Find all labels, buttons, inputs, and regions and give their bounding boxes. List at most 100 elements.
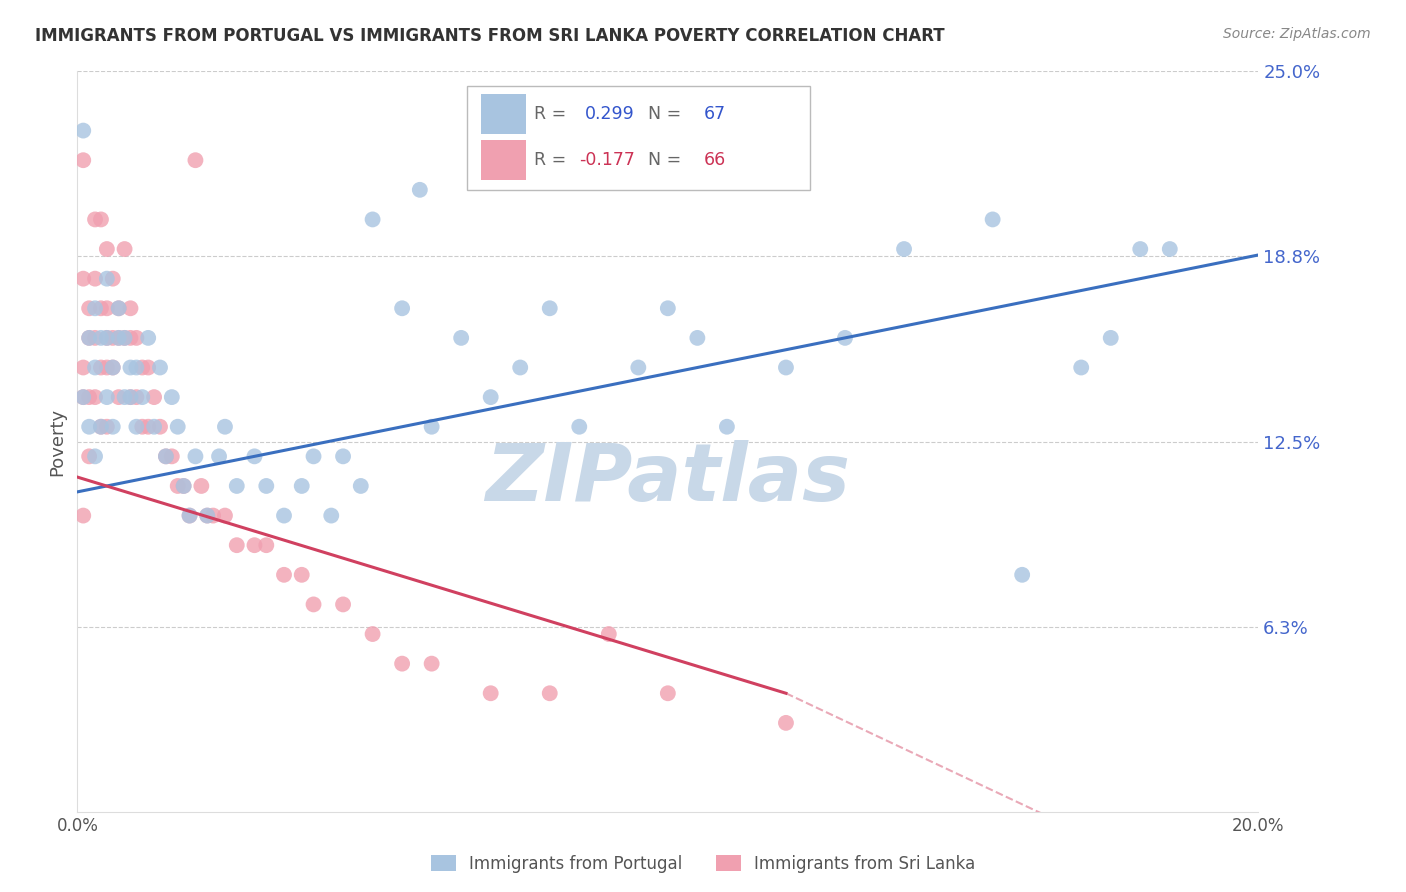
Text: R =: R = (534, 152, 572, 169)
FancyBboxPatch shape (467, 87, 810, 190)
Point (598, 627, 620, 641)
Point (184, 153, 207, 168)
Point (131, 390, 153, 404)
Point (254, 538, 277, 552)
Point (77, 301, 100, 316)
Text: 66: 66 (703, 152, 725, 169)
Point (225, 538, 247, 552)
Text: Source: ZipAtlas.com: Source: ZipAtlas.com (1223, 27, 1371, 41)
Point (125, 331, 148, 345)
Point (96, 331, 118, 345)
Point (160, 450, 183, 464)
Point (101, 360, 124, 375)
Point (166, 419, 188, 434)
Text: -0.177: -0.177 (579, 152, 636, 169)
Point (101, 271, 124, 285)
Text: R =: R = (534, 105, 572, 123)
Point (302, 598, 325, 612)
Point (568, 419, 591, 434)
Point (96, 419, 118, 434)
Point (72, 123, 94, 137)
Point (1159, 242, 1181, 256)
Point (149, 419, 172, 434)
Point (1011, 567, 1033, 582)
Point (450, 331, 472, 345)
Point (332, 450, 354, 464)
Point (90, 331, 112, 345)
Point (131, 360, 153, 375)
Point (1129, 242, 1152, 256)
Point (143, 419, 166, 434)
Point (834, 331, 856, 345)
Point (214, 419, 236, 434)
Point (72, 390, 94, 404)
Point (195, 508, 218, 523)
Point (155, 450, 177, 464)
Point (538, 301, 561, 316)
Point (538, 686, 561, 700)
Point (96, 390, 118, 404)
Point (136, 331, 159, 345)
Point (107, 301, 129, 316)
Point (254, 479, 277, 493)
Point (77, 450, 100, 464)
Point (77, 390, 100, 404)
Point (243, 538, 266, 552)
Point (114, 331, 136, 345)
Point (90, 301, 112, 316)
Point (114, 390, 136, 404)
Text: ZIPatlas: ZIPatlas (485, 440, 851, 517)
Point (136, 360, 159, 375)
Legend: Immigrants from Portugal, Immigrants from Sri Lanka: Immigrants from Portugal, Immigrants fro… (425, 848, 981, 880)
Point (107, 390, 129, 404)
Text: 0.299: 0.299 (585, 105, 636, 123)
Point (114, 331, 136, 345)
Point (686, 331, 709, 345)
Point (173, 479, 195, 493)
Point (981, 212, 1004, 227)
Point (96, 271, 118, 285)
Point (657, 686, 679, 700)
Point (120, 301, 142, 316)
Point (1070, 360, 1092, 375)
Point (90, 212, 112, 227)
Point (179, 508, 201, 523)
Point (72, 153, 94, 168)
Point (173, 479, 195, 493)
Point (101, 331, 124, 345)
Point (409, 183, 432, 197)
Point (96, 331, 118, 345)
Point (361, 627, 384, 641)
Point (391, 301, 413, 316)
Point (155, 450, 177, 464)
Text: N =: N = (648, 105, 686, 123)
Point (190, 479, 212, 493)
Point (101, 360, 124, 375)
Text: N =: N = (648, 152, 686, 169)
Point (202, 508, 225, 523)
Point (107, 301, 129, 316)
Point (72, 508, 94, 523)
Point (96, 360, 118, 375)
Point (657, 301, 679, 316)
Point (350, 479, 373, 493)
Point (77, 331, 100, 345)
Point (166, 479, 188, 493)
Point (90, 419, 112, 434)
Point (77, 331, 100, 345)
Point (84, 360, 107, 375)
Point (84, 331, 107, 345)
Point (120, 390, 142, 404)
Point (321, 508, 343, 523)
Point (775, 360, 797, 375)
Point (479, 686, 502, 700)
Point (332, 598, 354, 612)
Point (125, 360, 148, 375)
Point (391, 657, 413, 671)
Point (893, 242, 915, 256)
Point (361, 212, 384, 227)
Point (77, 419, 100, 434)
Point (107, 331, 129, 345)
Point (143, 390, 166, 404)
FancyBboxPatch shape (481, 95, 526, 135)
